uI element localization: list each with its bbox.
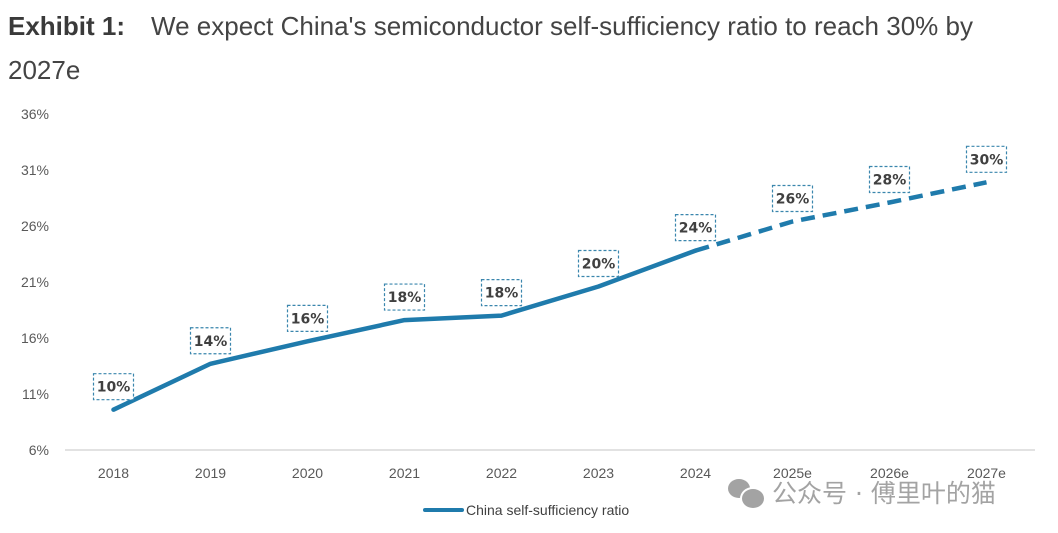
data-label-text: 18% (388, 290, 422, 306)
data-label-box (92, 373, 135, 401)
data-label: 28% (868, 165, 911, 194)
data-label-box (965, 145, 1008, 173)
x-tick-label: 2026e (870, 465, 909, 481)
y-tick-label: 11% (22, 386, 49, 402)
data-label: 26% (771, 184, 814, 213)
data-label: 24% (674, 214, 717, 242)
x-tick-label: 2019 (195, 465, 226, 481)
watermark-text: 公众号 · 傅里叶的猫 (772, 479, 996, 508)
legend: China self-sufficiency ratio (423, 502, 629, 518)
y-tick-label: 6% (29, 442, 49, 458)
data-label-box (383, 283, 426, 311)
legend-label: China self-sufficiency ratio (466, 502, 629, 518)
data-label-text: 16% (291, 311, 325, 327)
data-label-text: 10% (97, 380, 131, 396)
x-tick-label: 2023 (583, 465, 614, 481)
data-label-box (189, 327, 232, 355)
y-tick-label: 31% (21, 162, 49, 178)
data-label-box (286, 304, 329, 332)
title-text: We expect China's semiconductor self-suf… (8, 11, 973, 85)
data-label: 30% (965, 145, 1008, 173)
data-label-text: 24% (679, 221, 713, 237)
x-tick-label: 2027e (967, 465, 1006, 481)
wechat-icon (728, 477, 766, 510)
series-line-forecast (694, 180, 987, 253)
y-tick-label: 16% (21, 330, 49, 346)
data-label-box (577, 249, 620, 278)
series-lines (111, 180, 987, 412)
x-tick-label: 2025e (773, 465, 812, 481)
data-label-text: 18% (485, 286, 519, 302)
y-axis: 6% 11% 16% 21% 26% 31% 36% (21, 106, 49, 458)
data-label: 18% (383, 283, 426, 311)
data-label-text: 26% (776, 192, 810, 208)
data-label-text: 28% (873, 172, 907, 188)
x-tick-label: 2021 (389, 465, 420, 481)
data-labels: 10% 14% 16% 18% 18% 20% 24% 26% 28% 30% (92, 145, 1008, 401)
data-label: 10% (92, 373, 135, 401)
data-label: 20% (577, 249, 620, 278)
data-label-box (674, 214, 717, 242)
data-label-box (771, 184, 814, 213)
data-label-text: 30% (970, 152, 1004, 168)
y-tick-label: 26% (21, 218, 49, 234)
exhibit-label: Exhibit 1: (8, 11, 126, 41)
chart-title: Exhibit 1: We expect China's semiconducto… (8, 4, 1048, 92)
x-tick-label: 2022 (486, 465, 517, 481)
x-axis: 2018 2019 2020 2021 2022 2023 2024 2025e 2026e 20… (98, 465, 1006, 481)
x-tick-label: 2018 (98, 465, 129, 481)
data-label-text: 20% (582, 256, 616, 272)
data-label: 16% (286, 304, 329, 332)
data-label: 14% (189, 327, 232, 355)
x-tick-label: 2024 (680, 465, 711, 481)
y-tick-label: 36% (21, 106, 49, 122)
y-tick-label: 21% (21, 274, 49, 290)
data-label-box (480, 279, 523, 307)
data-label-text: 14% (194, 334, 228, 350)
x-tick-label: 2020 (292, 465, 323, 481)
data-label: 18% (480, 279, 523, 307)
data-label-box (868, 165, 911, 194)
watermark: 公众号 · 傅里叶的猫 (728, 474, 996, 510)
